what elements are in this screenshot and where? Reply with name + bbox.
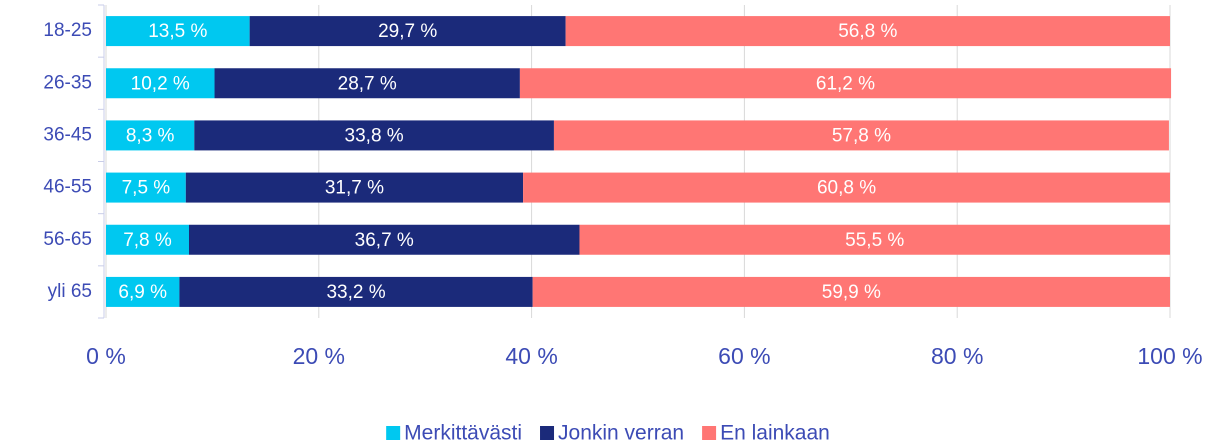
data-label: 6,9 % bbox=[118, 282, 167, 303]
data-label: 10,2 % bbox=[131, 73, 190, 94]
y-tick-label: 46-55 bbox=[43, 177, 92, 198]
bar-segment bbox=[185, 172, 524, 203]
bar-segment bbox=[188, 224, 580, 255]
bar-segment bbox=[532, 276, 1170, 307]
bar-segment bbox=[579, 224, 1170, 255]
data-label: 60,8 % bbox=[817, 178, 876, 199]
bar-segment bbox=[106, 120, 195, 151]
data-label: 29,7 % bbox=[378, 21, 437, 42]
x-tick-label: 80 % bbox=[931, 343, 983, 369]
x-tick-label: 20 % bbox=[293, 343, 345, 369]
legend-label: Merkittävästi bbox=[404, 422, 522, 445]
bar-segment bbox=[106, 68, 215, 99]
data-label: 33,2 % bbox=[326, 282, 385, 303]
data-label: 13,5 % bbox=[148, 21, 207, 42]
legend-swatch bbox=[386, 426, 401, 440]
data-label: 56,8 % bbox=[838, 21, 897, 42]
legend-swatch bbox=[540, 426, 555, 440]
data-label: 61,2 % bbox=[816, 73, 875, 94]
data-label: 28,7 % bbox=[338, 73, 397, 94]
legend-label: En lainkaan bbox=[720, 422, 830, 445]
bar-segment bbox=[565, 16, 1170, 47]
bar-segment bbox=[106, 276, 180, 307]
data-label: 33,8 % bbox=[345, 125, 404, 146]
x-tick-label: 60 % bbox=[718, 343, 770, 369]
bar-segment bbox=[553, 120, 1169, 151]
bar-segment bbox=[106, 172, 186, 203]
bar-segment bbox=[523, 172, 1170, 203]
bar-segment bbox=[519, 68, 1172, 99]
bar-segment bbox=[194, 120, 554, 151]
x-tick-label: 100 % bbox=[1137, 343, 1202, 369]
y-tick-label: yli 65 bbox=[48, 281, 92, 302]
data-label: 8,3 % bbox=[126, 125, 175, 146]
y-tick-label: 56-65 bbox=[43, 229, 92, 250]
x-tick-label: 40 % bbox=[505, 343, 557, 369]
bar-segment bbox=[214, 68, 520, 99]
legend-label: Jonkin verran bbox=[558, 422, 684, 445]
data-label: 7,8 % bbox=[123, 230, 172, 251]
y-tick-label: 26-35 bbox=[43, 72, 92, 93]
x-tick-label: 0 % bbox=[86, 343, 126, 369]
data-label: 59,9 % bbox=[822, 282, 881, 303]
data-label: 31,7 % bbox=[325, 178, 384, 199]
bar-segment bbox=[179, 276, 533, 307]
data-label: 57,8 % bbox=[832, 125, 891, 146]
bar-segment bbox=[106, 224, 189, 255]
data-label: 7,5 % bbox=[122, 178, 171, 199]
data-label: 55,5 % bbox=[845, 230, 904, 251]
y-tick-label: 36-45 bbox=[43, 124, 92, 145]
legend-swatch bbox=[702, 426, 717, 440]
data-label: 36,7 % bbox=[355, 230, 414, 251]
bar-segment bbox=[106, 16, 250, 47]
bar-segment bbox=[249, 16, 566, 47]
y-tick-label: 18-25 bbox=[43, 20, 92, 41]
